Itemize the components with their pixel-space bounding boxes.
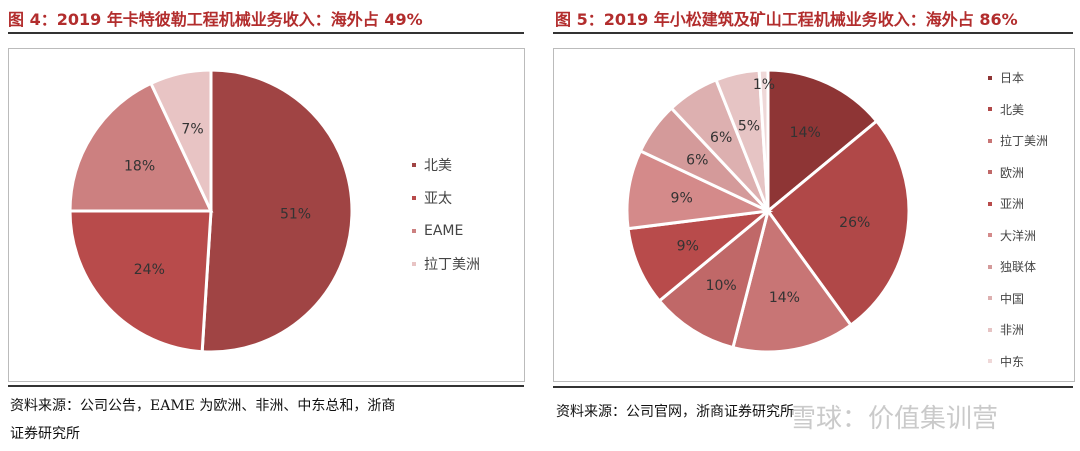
watermark: 雪球：价值集训营 xyxy=(790,404,999,434)
legend-label: 北美 xyxy=(1000,102,1025,117)
data-label: 14% xyxy=(790,125,821,141)
legend-item: 独联体 xyxy=(988,251,1048,283)
legend-swatch xyxy=(988,359,992,364)
data-label: 9% xyxy=(677,239,699,255)
right-title: 图 5：2019 年小松建筑及矿山工程机械业务收入：海外占 86% xyxy=(555,10,1018,29)
left-title: 图 4：2019 年卡特彼勒工程机械业务收入：海外占 49% xyxy=(8,10,423,29)
divider xyxy=(8,385,524,387)
data-label: 24% xyxy=(134,262,165,278)
data-label: 51% xyxy=(280,207,311,223)
pie-slice-EAME xyxy=(68,81,214,213)
legend-label: 中东 xyxy=(1000,354,1025,369)
legend-swatch xyxy=(988,201,992,206)
left-source: 资料来源：公司公告，EAME 为欧洲、非洲、中东总和，浙商 证券研究所 xyxy=(10,398,396,442)
pie-slice-亚洲 xyxy=(626,208,773,303)
legend-label: 大洋洲 xyxy=(1000,228,1037,243)
legend-item: 亚太 xyxy=(412,181,480,214)
pie-slice-拉丁美洲 xyxy=(731,207,853,354)
divider xyxy=(8,32,524,34)
legend-swatch xyxy=(412,228,416,233)
pie-slice-欧洲 xyxy=(657,206,771,350)
legend-item: 欧洲 xyxy=(988,157,1048,189)
legend-label: 亚太 xyxy=(424,190,452,207)
legend-label: 独联体 xyxy=(1000,260,1037,275)
legend-swatch xyxy=(988,75,992,80)
legend-item: 中东 xyxy=(988,346,1048,378)
legend-item: 中国 xyxy=(988,283,1048,315)
legend-label: 拉丁美洲 xyxy=(1000,134,1049,149)
pie-slice-中东 xyxy=(757,68,770,212)
data-label: 6% xyxy=(686,153,708,169)
divider xyxy=(553,386,1073,388)
legend-label: EAME xyxy=(424,222,464,239)
pie-slice-亚太 xyxy=(68,209,213,354)
pie-slice-北美 xyxy=(200,68,354,354)
legend-swatch xyxy=(988,107,992,112)
legend-swatch xyxy=(988,296,992,301)
legend-item: 非洲 xyxy=(988,314,1048,346)
legend-swatch xyxy=(988,138,992,143)
legend-label: 拉丁美洲 xyxy=(424,256,480,273)
legend-item: 亚洲 xyxy=(988,188,1048,220)
pie-slice-大洋洲 xyxy=(625,148,774,231)
data-label: 5% xyxy=(738,119,760,135)
pie-slice-北美 xyxy=(765,119,911,328)
legend-swatch xyxy=(988,327,992,332)
legend-item: 拉丁美洲 xyxy=(988,125,1048,157)
pie-slice-拉丁美洲 xyxy=(148,68,213,212)
legend-label: 非洲 xyxy=(1000,323,1025,338)
legend-swatch xyxy=(988,170,992,175)
data-label: 10% xyxy=(706,278,737,294)
legend-item: 日本 xyxy=(988,62,1048,94)
data-label: 14% xyxy=(769,290,800,306)
legend-label: 中国 xyxy=(1000,291,1025,306)
data-label: 1% xyxy=(753,77,775,93)
legend-swatch xyxy=(412,261,416,266)
data-label: 6% xyxy=(710,130,732,146)
data-label: 7% xyxy=(181,121,203,137)
legend-label: 日本 xyxy=(1000,71,1025,86)
legend-item: 大洋洲 xyxy=(988,220,1048,252)
legend-swatch xyxy=(988,233,992,238)
divider xyxy=(553,32,1073,34)
legend-item: EAME xyxy=(412,214,480,247)
pie-slice-日本 xyxy=(766,68,879,215)
legend-label: 亚洲 xyxy=(1000,197,1025,212)
legend-item: 拉丁美洲 xyxy=(412,247,480,280)
legend-label: 北美 xyxy=(424,157,452,174)
right-source: 资料来源：公司官网，浙商证券研究所 xyxy=(556,404,794,420)
legend-item: 北美 xyxy=(988,94,1048,126)
legend-swatch xyxy=(412,195,416,200)
data-label: 9% xyxy=(671,190,693,206)
legend-label: 欧洲 xyxy=(1000,165,1025,180)
data-label: 26% xyxy=(839,215,870,231)
left-legend: 北美亚太 EAME 拉丁美洲 xyxy=(412,148,480,280)
legend-item: 北美 xyxy=(412,148,480,181)
legend-swatch xyxy=(988,264,992,269)
legend-swatch xyxy=(412,162,416,167)
right-legend: 日本北美拉丁美洲欧洲亚洲大洋洲独联体中国非洲中东 xyxy=(988,62,1048,377)
data-label: 18% xyxy=(124,159,155,175)
